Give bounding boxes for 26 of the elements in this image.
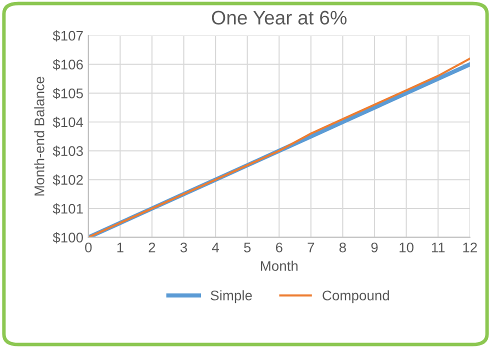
chart-title: One Year at 6%: [212, 10, 347, 25]
x-tick-label: 7: [308, 242, 314, 252]
y-tick-label: $100: [52, 232, 83, 244]
x-tick-label: 6: [276, 242, 282, 252]
x-tick-label: 2: [148, 242, 156, 252]
y-tick-label: $103: [52, 146, 83, 157]
y-tick-label: $107: [52, 30, 83, 42]
x-tick-label: 8: [339, 242, 346, 252]
x-tick-label: 3: [180, 242, 188, 252]
x-tick-label: 5: [244, 242, 251, 252]
x-tick-label: 0: [85, 242, 92, 252]
y-axis-title: Month-end Balance: [34, 76, 44, 196]
x-tick-label: 12: [463, 242, 477, 252]
legend-label: Compound: [322, 290, 389, 304]
y-tick-label: $105: [52, 88, 83, 100]
x-tick-label: 9: [371, 242, 378, 252]
y-tick-label: $106: [52, 59, 83, 70]
x-tick-label: 4: [212, 242, 220, 252]
x-tick-label: 10: [400, 242, 414, 252]
x-axis-title: Month: [260, 260, 298, 271]
y-tick-label: $101: [52, 203, 83, 214]
x-tick-label: 11: [432, 242, 445, 252]
y-tick-label: $102: [52, 174, 83, 186]
y-tick-label: $104: [52, 116, 84, 128]
legend-label: Simple: [210, 290, 252, 304]
x-tick-label: 1: [117, 242, 124, 252]
